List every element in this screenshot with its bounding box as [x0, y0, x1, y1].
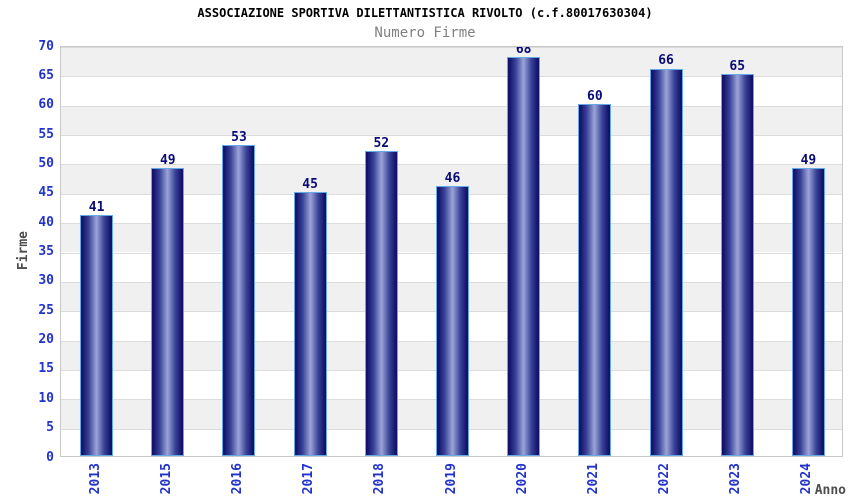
- bar-2022: [649, 68, 683, 456]
- bar-value-label: 60: [587, 88, 603, 104]
- x-tick-label: 2015: [158, 463, 174, 495]
- y-tick-label: 55: [38, 126, 54, 142]
- gridline: [61, 164, 842, 166]
- gridline: [61, 47, 842, 48]
- x-axis-title: Anno: [814, 483, 846, 498]
- bar-2018: [364, 150, 398, 456]
- chart-title: ASSOCIAZIONE SPORTIVA DILETTANTISTICA RI…: [197, 6, 653, 20]
- plot-area: 41 49 53 45 52 46 68 60 66 65 49: [60, 46, 843, 457]
- x-tick-label: 2016: [229, 463, 245, 495]
- bar-2013: [80, 215, 114, 456]
- y-tick-label: 60: [38, 97, 54, 113]
- gridline: [61, 105, 842, 107]
- grid-band: [61, 47, 842, 77]
- bar-2016: [222, 144, 256, 456]
- bar-value-label: 45: [302, 176, 318, 192]
- grid-band: [61, 105, 842, 136]
- x-tick-label: 2023: [728, 463, 744, 495]
- bar-value-label: 46: [444, 170, 461, 186]
- y-tick-label: 30: [38, 273, 54, 289]
- y-tick-label: 50: [38, 155, 54, 171]
- bar-value-label: 49: [800, 153, 817, 169]
- y-tick-label: 45: [38, 185, 54, 201]
- y-tick-label: 10: [38, 390, 54, 406]
- bar-value-label: 66: [658, 53, 674, 69]
- y-tick-label: 35: [38, 244, 54, 259]
- grid-band: [61, 135, 842, 165]
- bar-value-label: 52: [373, 135, 390, 151]
- y-tick-label: 20: [38, 332, 54, 348]
- y-tick-label: 25: [38, 302, 54, 318]
- y-tick-label: 0: [46, 449, 54, 465]
- bar-2019: [436, 185, 469, 456]
- gridline: [61, 76, 842, 78]
- x-tick-label: 2018: [372, 463, 388, 495]
- y-tick-label: 40: [38, 214, 54, 230]
- bar-2017: [293, 191, 327, 456]
- x-tick-label: 2021: [585, 463, 601, 495]
- bar-2023: [720, 74, 754, 456]
- bar-value-label: 68: [515, 46, 532, 57]
- bar-2024: [791, 168, 825, 456]
- bar-value-label: 53: [231, 129, 247, 145]
- gridline: [61, 135, 842, 137]
- x-tick-label: 2019: [443, 463, 459, 495]
- x-tick-label: 2020: [514, 463, 530, 495]
- bar-2020: [507, 56, 541, 456]
- x-tick-label: 2017: [301, 463, 317, 495]
- y-tick-label: 70: [38, 38, 54, 54]
- y-tick-label: 5: [46, 420, 54, 436]
- x-tick-label: 2022: [657, 463, 673, 495]
- bar-2021: [578, 103, 612, 456]
- bar-value-label: 65: [729, 59, 746, 75]
- bar-value-label: 49: [159, 153, 176, 169]
- chart-subtitle: Numero Firme: [374, 25, 476, 41]
- y-tick-label: 15: [38, 361, 54, 377]
- bar-value-label: 41: [88, 200, 105, 216]
- grid-band: [61, 76, 842, 106]
- x-tick-label: 2024: [799, 463, 815, 495]
- x-tick-label: 2013: [87, 463, 103, 495]
- bar-2015: [151, 168, 185, 456]
- y-tick-label: 65: [38, 67, 54, 83]
